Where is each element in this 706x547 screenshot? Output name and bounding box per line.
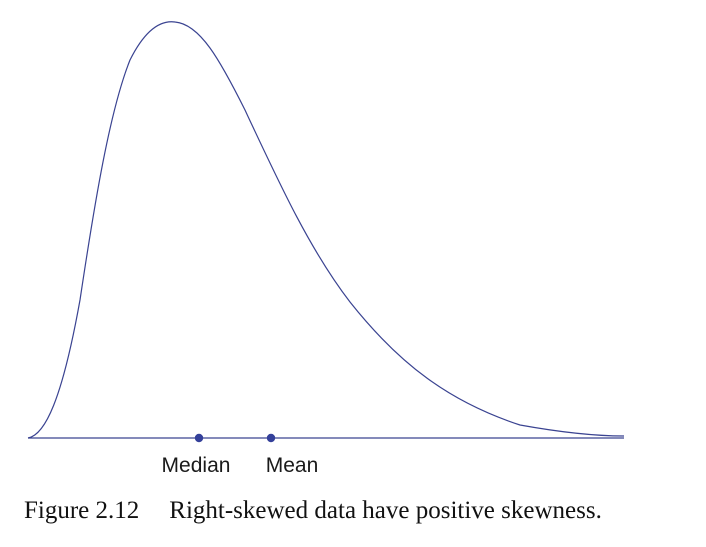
skewed-distribution-figure: Median Mean xyxy=(27,21,625,477)
mean-label: Mean xyxy=(266,454,319,477)
figure-caption: Figure 2.12 Right-skewed data have positi… xyxy=(24,497,602,525)
density-curve xyxy=(27,21,625,439)
median-marker xyxy=(194,433,204,443)
figure-number: Figure 2.12 xyxy=(24,497,140,524)
median-label: Median xyxy=(162,454,231,477)
mean-marker xyxy=(266,433,276,443)
figure-caption-text: Right-skewed data have positive skewness… xyxy=(169,497,602,524)
